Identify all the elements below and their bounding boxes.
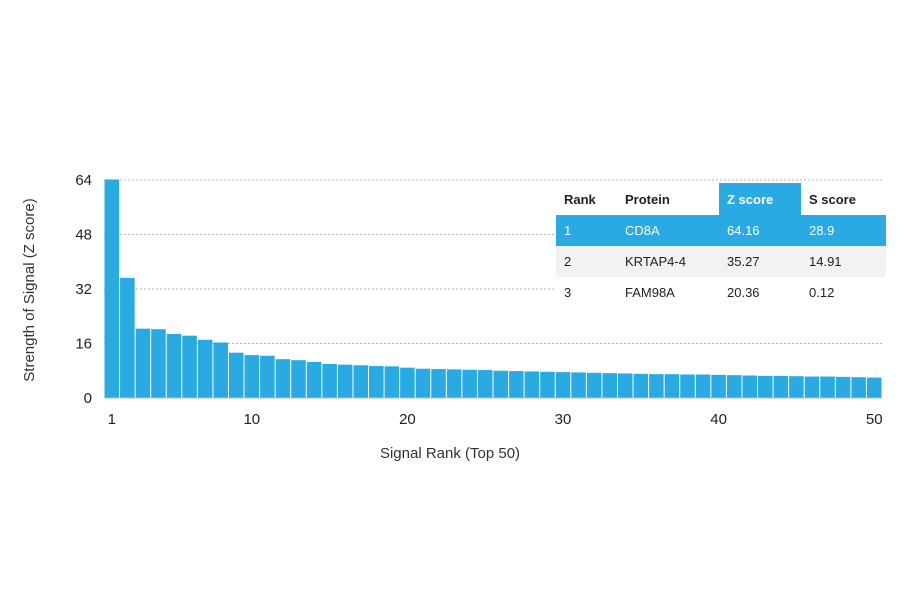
bar bbox=[306, 361, 322, 398]
bar bbox=[711, 374, 726, 398]
bar bbox=[540, 371, 555, 398]
bar bbox=[617, 373, 633, 398]
bar bbox=[213, 342, 228, 398]
bar bbox=[524, 371, 540, 398]
table-header-cell: Rank bbox=[564, 192, 597, 207]
bar bbox=[431, 369, 446, 398]
bar bbox=[151, 329, 166, 398]
bar bbox=[400, 367, 415, 398]
bar bbox=[571, 372, 586, 398]
table-header-cell: Z score bbox=[727, 192, 773, 207]
bar bbox=[742, 375, 758, 398]
table-cell: KRTAP4-4 bbox=[625, 254, 686, 269]
bar bbox=[197, 339, 213, 398]
x-tick-labels: 1 10 20 30 40 50 bbox=[108, 411, 883, 428]
bar bbox=[182, 335, 197, 398]
bar bbox=[477, 370, 493, 398]
bar bbox=[322, 363, 337, 398]
table-cell: 64.16 bbox=[727, 223, 760, 238]
y-tick-label: 64 bbox=[75, 172, 92, 189]
bar bbox=[120, 277, 135, 398]
bars bbox=[104, 179, 882, 398]
score-table: Rank Protein Z score S score 1 CD8A 64.16 28.9 2… bbox=[556, 183, 886, 308]
bar bbox=[758, 375, 773, 398]
bar bbox=[104, 179, 120, 398]
bar bbox=[166, 333, 182, 398]
bar bbox=[664, 374, 680, 398]
bar bbox=[244, 355, 260, 398]
bar bbox=[291, 360, 306, 398]
bar bbox=[820, 376, 835, 398]
table-row bbox=[556, 215, 886, 246]
x-tick-label: 40 bbox=[710, 411, 727, 428]
bar bbox=[695, 374, 711, 398]
table-header-cell: Protein bbox=[625, 192, 670, 207]
bar bbox=[337, 364, 353, 398]
x-tick-label: 10 bbox=[243, 411, 260, 428]
bar bbox=[384, 366, 400, 398]
bar bbox=[649, 374, 664, 398]
bar bbox=[493, 370, 509, 398]
bar bbox=[275, 359, 291, 398]
bar bbox=[415, 368, 431, 398]
table-cell: 20.36 bbox=[727, 285, 760, 300]
bar bbox=[680, 374, 695, 398]
bar bbox=[555, 372, 571, 398]
bar bbox=[353, 365, 369, 398]
bar bbox=[789, 376, 804, 398]
table-cell: CD8A bbox=[625, 223, 660, 238]
x-tick-label: 20 bbox=[399, 411, 416, 428]
bar bbox=[260, 355, 275, 398]
bar bbox=[835, 376, 851, 398]
x-tick-label: 50 bbox=[866, 411, 883, 428]
x-tick-label: 30 bbox=[555, 411, 572, 428]
table-cell: 3 bbox=[564, 285, 571, 300]
z-score-header-highlight bbox=[719, 183, 801, 215]
table-cell: FAM98A bbox=[625, 285, 675, 300]
table-header-cell: S score bbox=[809, 192, 856, 207]
bar bbox=[633, 373, 649, 398]
bar bbox=[462, 369, 477, 398]
bar bbox=[369, 365, 384, 398]
table-cell: 35.27 bbox=[727, 254, 760, 269]
x-tick-label: 1 bbox=[108, 411, 116, 428]
table-row bbox=[556, 246, 886, 277]
bar bbox=[866, 377, 882, 398]
bar bbox=[851, 377, 866, 398]
bar bbox=[804, 376, 820, 398]
table-cell: 0.12 bbox=[809, 285, 834, 300]
bar bbox=[726, 375, 742, 398]
table-cell: 28.9 bbox=[809, 223, 834, 238]
y-tick-labels: 0 16 32 48 64 bbox=[75, 172, 92, 407]
y-axis-title: Strength of Signal (Z score) bbox=[21, 198, 38, 381]
y-tick-label: 0 bbox=[84, 390, 92, 407]
table-cell: 2 bbox=[564, 254, 571, 269]
bar bbox=[509, 371, 524, 398]
table-row bbox=[556, 277, 886, 308]
table-cell: 1 bbox=[564, 223, 571, 238]
bar bbox=[228, 352, 244, 398]
x-axis-title: Signal Rank (Top 50) bbox=[380, 445, 520, 462]
y-tick-label: 32 bbox=[75, 281, 92, 298]
bar bbox=[602, 373, 617, 398]
bar bbox=[773, 375, 789, 398]
bar bbox=[446, 369, 462, 398]
bar bbox=[135, 328, 151, 398]
bar bbox=[586, 372, 602, 398]
y-tick-label: 16 bbox=[75, 336, 92, 353]
y-tick-label: 48 bbox=[75, 227, 92, 244]
table-cell: 14.91 bbox=[809, 254, 842, 269]
